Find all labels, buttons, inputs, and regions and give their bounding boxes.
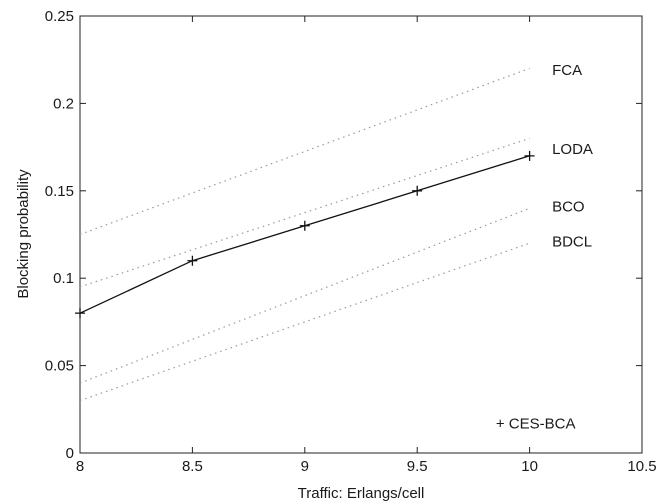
data-point-ces-bca [299, 220, 310, 231]
data-point-ces-bca [412, 185, 423, 196]
x-tick-label: 8 [76, 458, 84, 475]
y-tick-label: 0 [66, 445, 74, 462]
x-tick-label: 9 [301, 458, 309, 475]
x-tick-label: 9.5 [407, 458, 428, 475]
y-tick-label: 0.1 [53, 270, 74, 287]
series-labels: FCA LODA BCO BDCL + CES-BCA [496, 62, 593, 432]
y-axis-label: Blocking probability [15, 169, 32, 299]
series-label-bco: BCO [552, 199, 585, 216]
data-point-ces-bca [187, 255, 198, 266]
data-point-ces-bca [524, 150, 535, 161]
y-tick-label: 0.15 [45, 183, 74, 200]
data-point-ces-bca [75, 308, 85, 319]
x-axis-label: Traffic: Erlangs/cell [298, 485, 425, 502]
series-label-fca: FCA [552, 62, 582, 79]
series-label-loda: LODA [552, 141, 593, 158]
series-label-bdcl: BDCL [552, 233, 592, 250]
series-line-ces-bca [79, 155, 530, 314]
y-tick-label: 0.2 [53, 95, 74, 112]
x-tick-label: 10 [521, 458, 538, 475]
series-line-bdcl [79, 242, 530, 402]
series-line-bco [79, 207, 530, 384]
tick-marks [79, 15, 643, 454]
tick-labels: 8 8.5 9 9.5 10 10.5 0 0.05 0.1 0.15 0.2 0.25 [45, 8, 657, 475]
x-tick-label: 10.5 [627, 458, 656, 475]
y-tick-label: 0.05 [45, 358, 74, 375]
series-line-loda [79, 137, 530, 288]
series-label-ces-bca: + CES-BCA [496, 415, 576, 432]
series-line-fca [79, 67, 530, 236]
y-tick-label: 0.25 [45, 8, 74, 25]
x-tick-label: 8.5 [182, 458, 203, 475]
series-layer [75, 67, 535, 402]
